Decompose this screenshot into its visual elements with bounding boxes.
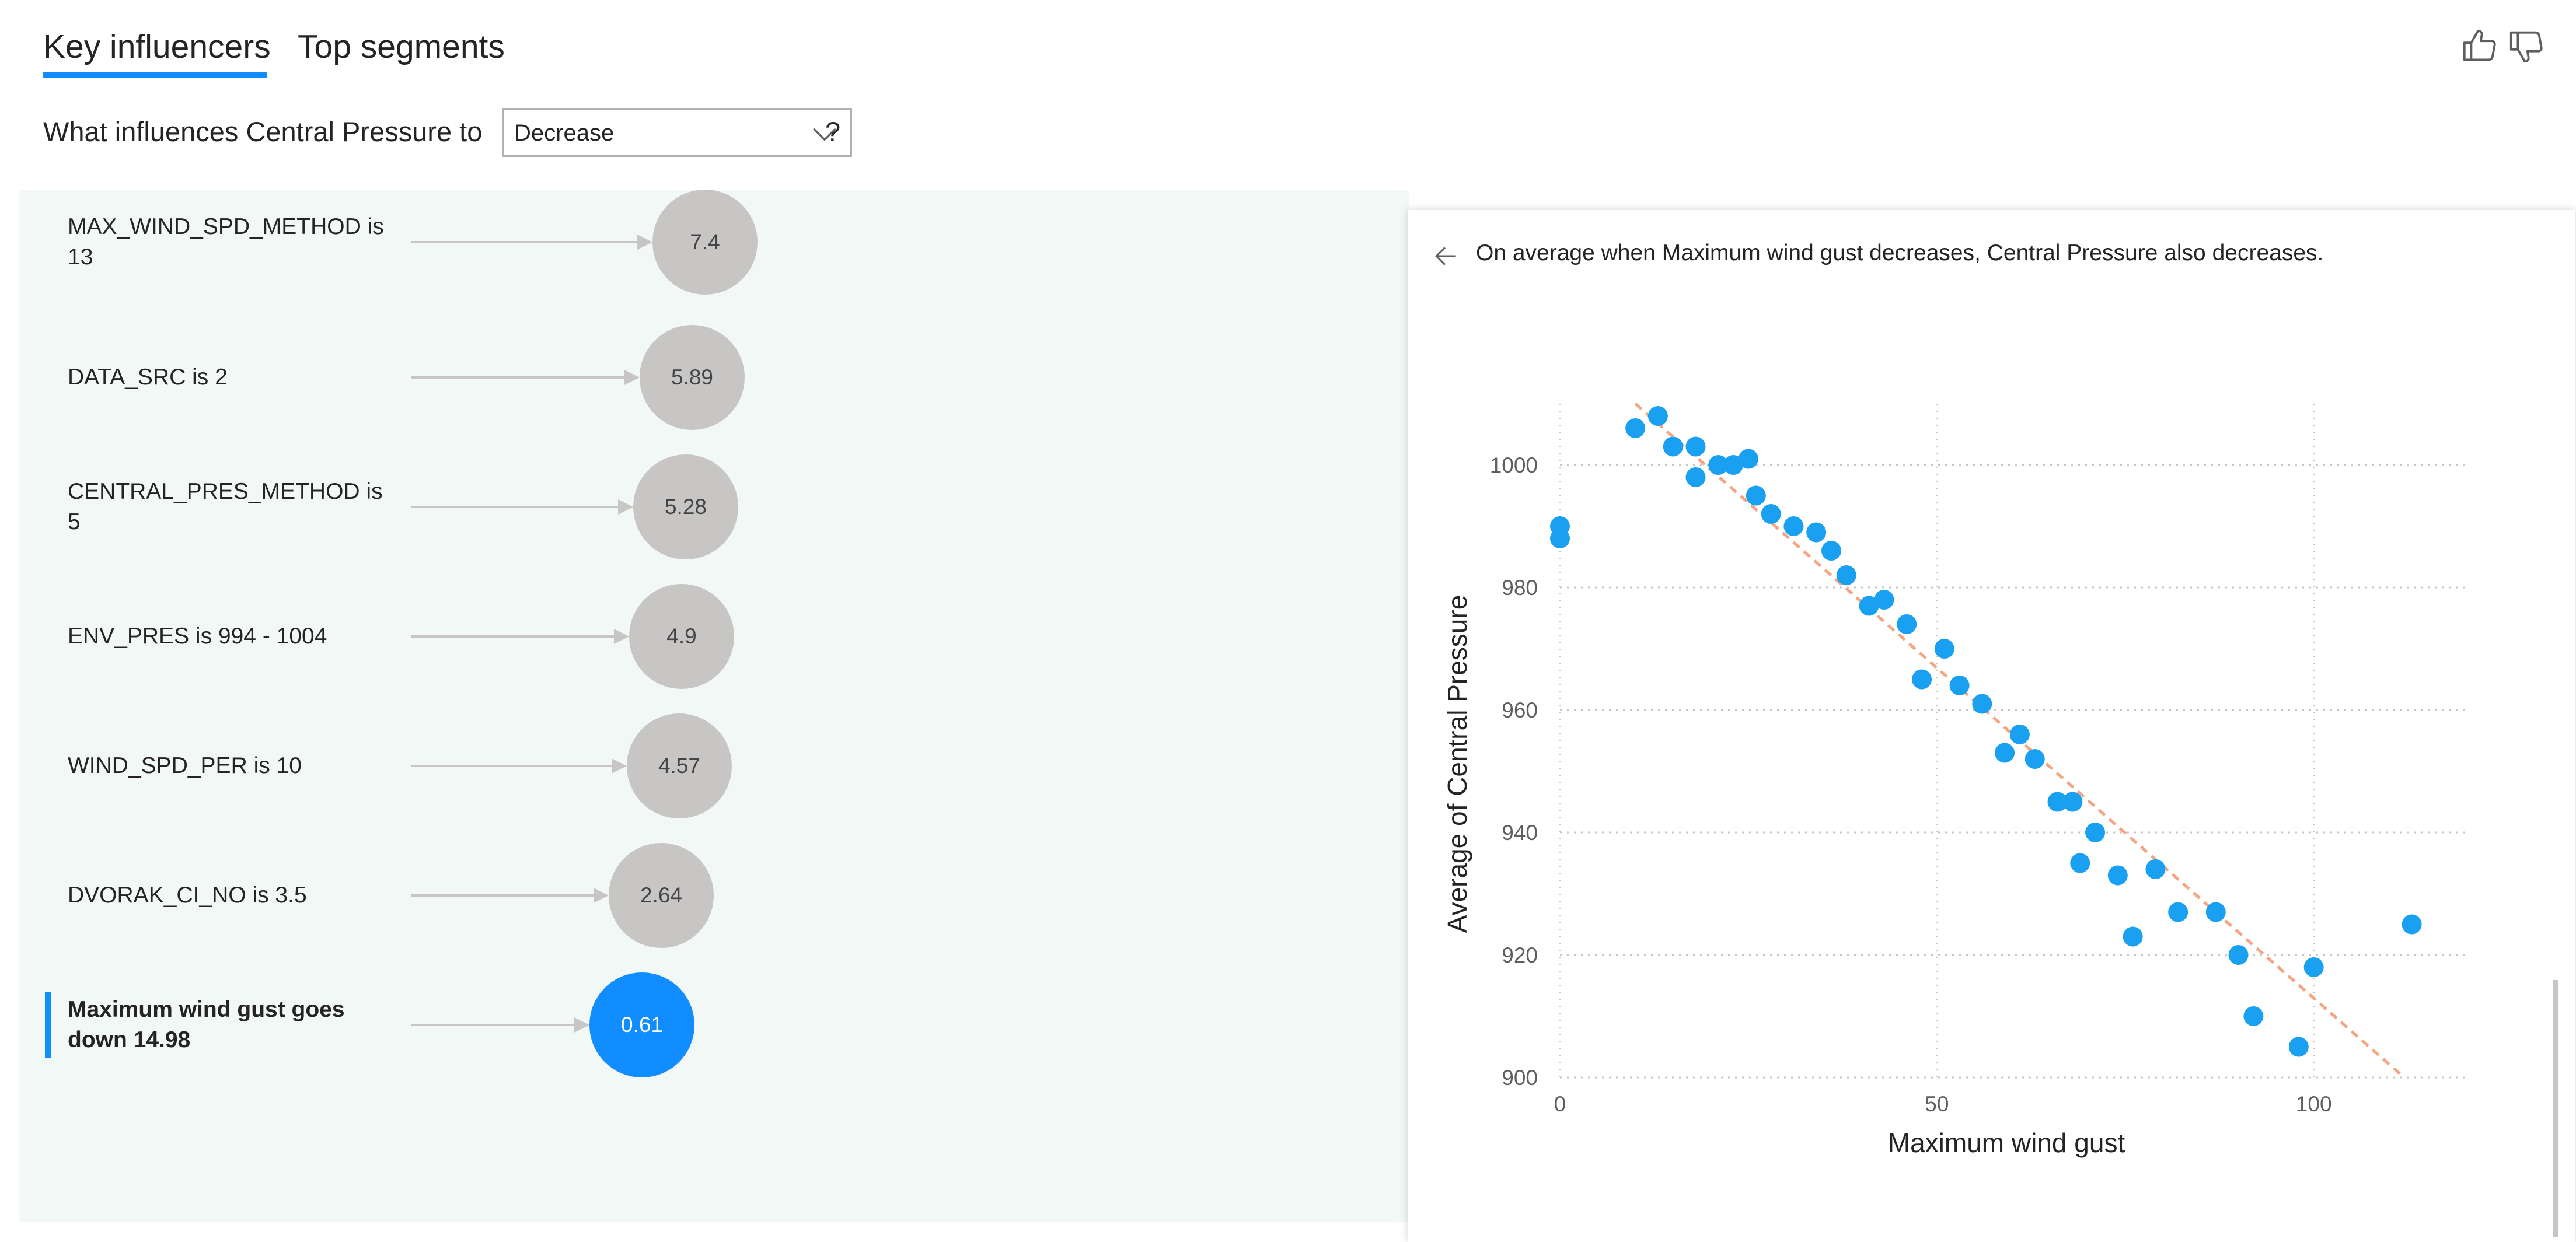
influencer-label[interactable]: WIND_SPD_PER is 10 [68,753,302,778]
data-point [1934,639,1954,659]
y-tick-label: 960 [1502,698,1538,722]
data-point [1550,529,1570,548]
influencer-row[interactable]: MAX_WIND_SPD_METHOD is 13 7.4 [19,190,778,306]
data-point [2070,853,2090,873]
data-point [1685,467,1706,487]
thumbs-down-icon[interactable] [2506,26,2547,67]
active-tab-indicator [43,72,267,78]
arrow-left-icon[interactable] [1432,242,1461,271]
data-point [2107,865,2128,886]
tab-key-influencers[interactable]: Key influencers [43,28,271,65]
data-point [2168,902,2188,922]
data-point [2228,945,2249,965]
data-point [2025,749,2045,769]
connector-arrow [411,629,629,644]
data-point [1663,436,1683,457]
data-point [1647,406,1668,426]
y-tick-label: 980 [1502,576,1538,600]
data-point [1897,614,1917,634]
connector-arrow [411,758,627,774]
data-point [1685,436,1706,457]
tab-top-segments[interactable]: Top segments [298,28,505,65]
data-point [2047,792,2068,812]
scatter-chart: 900 920 940 960 980 1000 0 50 100 Maximum wind gu… [1442,403,2465,1158]
detail-description: On average when Maximum wind gust decrea… [1476,240,2324,265]
influencer-label[interactable]: Maximum wind gust goes down 14.98 [68,997,345,1052]
influencer-label[interactable]: DATA_SRC is 2 [68,365,228,390]
data-point [1995,743,2015,763]
influence-bubble[interactable]: 4.9 [629,584,734,689]
data-point [2009,725,2030,744]
x-tick-label: 0 [1554,1092,1566,1116]
data-point [2123,926,2143,947]
influence-bubble[interactable]: 5.89 [640,325,745,430]
data-point [1972,694,1992,714]
data-point [2243,1006,2264,1026]
chevron-down-icon [813,128,836,141]
y-tick-label: 1000 [1490,453,1538,477]
data-point [2205,902,2226,922]
data-point [1821,541,1841,561]
connector-arrow [411,1017,589,1033]
influencer-row[interactable]: Maximum wind gust goes down 14.98 0.61 [19,967,778,1083]
influence-bubble[interactable]: 5.28 [633,454,738,559]
x-tick-label: 100 [2296,1092,2332,1116]
data-point [1723,455,1744,475]
x-tick-label: 50 [1925,1092,1949,1116]
influencer-row[interactable]: DVORAK_CI_NO is 3.5 2.64 [19,837,778,954]
data-point [1912,669,1932,690]
data-point [1761,504,1781,524]
data-point [1708,455,1729,475]
connector-arrow [411,499,633,515]
influencer-label[interactable]: ENV_PRES is 994 - 1004 [68,624,327,649]
question-text: What influences Central Pressure to [43,116,483,147]
x-axis-title: Maximum wind gust [1888,1128,2125,1158]
influence-bubble[interactable]: 0.61 [589,972,694,1077]
influencer-label[interactable]: CENTRAL_PRES_METHOD is 5 [68,479,383,534]
data-point [1738,449,1758,469]
y-tick-label: 920 [1502,943,1538,967]
data-point [1836,565,1856,585]
influence-bubble[interactable]: 2.64 [609,843,714,948]
data-point [2402,914,2422,935]
dropdown-value: Decrease [514,120,615,146]
y-tick-label: 940 [1502,821,1538,845]
connector-arrow [411,888,609,903]
influence-bubble[interactable]: 4.57 [627,713,732,818]
y-axis-title: Average of Central Pressure [1442,595,1472,933]
data-point [1949,676,1970,695]
influencer-row[interactable]: DATA_SRC is 2 5.89 [19,319,778,436]
influencer-row[interactable]: WIND_SPD_PER is 10 4.57 [19,708,778,824]
y-tick-label: 900 [1502,1066,1538,1090]
data-point [2288,1037,2309,1057]
influencer-label[interactable]: MAX_WIND_SPD_METHOD is 13 [68,214,384,270]
scrollbar[interactable] [2553,980,2558,1237]
data-point [1625,418,1646,438]
influence-bubble[interactable]: 7.4 [652,190,758,295]
data-point [2062,792,2083,812]
connector-arrow [411,370,640,385]
connector-arrow [411,235,652,250]
data-point [1859,596,1879,616]
direction-dropdown[interactable]: Decrease [502,108,852,157]
influencer-row[interactable]: ENV_PRES is 994 - 1004 4.9 [19,578,778,695]
thumbs-up-icon[interactable] [2459,26,2500,67]
data-point [2145,859,2166,879]
detail-card: On average when Maximum wind gust decrea… [1408,210,2575,1242]
question-mark: ? [825,116,841,147]
influencer-row[interactable]: CENTRAL_PRES_METHOD is 5 5.28 [19,449,778,565]
data-point [1783,516,1804,536]
data-point [2085,823,2106,842]
data-point [2303,957,2324,977]
data-point [1806,522,1827,543]
influencers-panel: MAX_WIND_SPD_METHOD is 13 7.4 DATA_SRC is … [19,190,1409,1222]
data-point [1746,485,1766,506]
data-point [1874,590,1894,610]
influencer-label[interactable]: DVORAK_CI_NO is 3.5 [68,883,307,908]
selected-indicator [45,992,51,1058]
